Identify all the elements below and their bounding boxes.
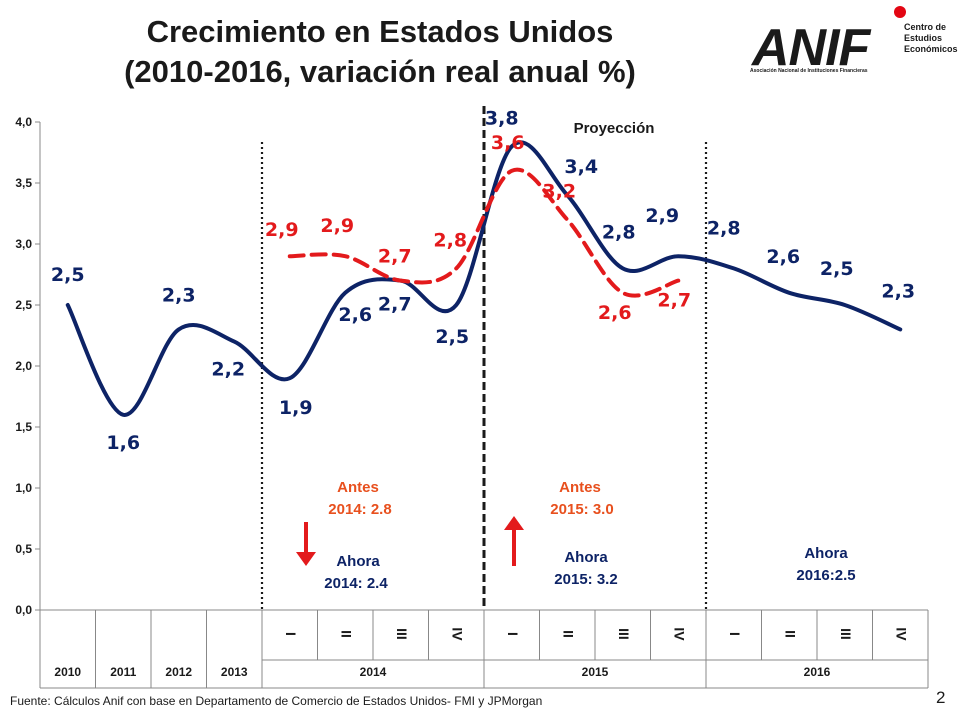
now-2016-title: Ahora — [804, 545, 848, 562]
data-label-now: 2,6 — [766, 246, 800, 268]
data-label-before: 2,9 — [320, 215, 354, 237]
data-label-now: 2,7 — [378, 294, 412, 316]
y-tick-label: 1,5 — [15, 420, 32, 434]
y-tick-label: 2,0 — [15, 359, 32, 373]
year-label: 2010 — [54, 665, 81, 679]
logo-red-dot — [894, 6, 906, 18]
data-label-now: 2,9 — [645, 205, 679, 227]
quarter-label: III — [616, 628, 632, 640]
data-label-now: 3,4 — [564, 156, 598, 178]
now-2015-value: 2015: 3.2 — [554, 571, 617, 588]
now-2015-title: Ahora — [564, 549, 608, 566]
year-label: 2012 — [165, 665, 192, 679]
data-label-now: 2,3 — [162, 284, 196, 306]
quarter-label: III — [838, 628, 854, 640]
now-2016-value: 2016:2.5 — [796, 567, 855, 584]
logo-side-line3: Económicos — [904, 44, 958, 54]
y-tick-label: 3,0 — [15, 237, 32, 251]
quarter-label: II — [783, 630, 799, 638]
projection-label: Proyección — [574, 120, 655, 137]
logo-brand: ANIF — [752, 19, 870, 77]
y-tick-label: 1,0 — [15, 481, 32, 495]
chart-title-line1: Crecimiento en Estados Unidos — [146, 14, 614, 49]
quarter-label: II — [561, 630, 577, 638]
quarter-label: I — [505, 632, 521, 636]
logo-side-line2: Estudios — [904, 33, 943, 43]
quarter-label: III — [394, 628, 410, 640]
data-label-now: 2,6 — [338, 304, 372, 326]
data-label-before: 3,2 — [542, 181, 576, 203]
series-line-now — [65, 140, 903, 417]
quarter-label: I — [283, 632, 299, 636]
up-arrow-head — [504, 516, 524, 530]
y-tick-label: 2,5 — [15, 298, 32, 312]
data-label-now: 2,8 — [602, 221, 636, 243]
y-tick-label: 4,0 — [15, 115, 32, 129]
quarter-label: II — [339, 630, 355, 638]
data-label-now: 2,5 — [51, 264, 85, 286]
year-label: 2015 — [582, 665, 609, 679]
logo-side-text: Centro de Estudios Económicos — [904, 22, 960, 55]
down-arrow-head — [296, 552, 316, 566]
year-label: 2011 — [110, 665, 136, 679]
year-label: 2013 — [221, 665, 248, 679]
series-line-before — [287, 167, 681, 298]
before-2014-title: Antes — [337, 479, 379, 496]
data-label-before: 2,9 — [265, 219, 299, 241]
y-tick-label: 0,5 — [15, 542, 32, 556]
data-label-now: 2,3 — [881, 280, 915, 302]
data-label-now: 2,8 — [707, 217, 741, 239]
data-label-now: 1,9 — [279, 397, 313, 419]
growth-chart: 0,0 0,5 1,0 1,5 2,0 2,5 3,0 3,5 4,0 2010 2011 2012 2… — [15, 106, 929, 689]
data-label-before: 2,8 — [433, 229, 467, 251]
data-label-before: 2,6 — [598, 302, 632, 324]
data-label-now: 2,5 — [435, 326, 469, 348]
quarter-label: I — [727, 632, 743, 636]
page-number: 2 — [936, 688, 946, 707]
before-2015-title: Antes — [559, 479, 601, 496]
year-label: 2014 — [360, 665, 387, 679]
chart-title-line2: (2010-2016, variación real anual %) — [124, 54, 636, 89]
now-2014-title: Ahora — [336, 553, 380, 570]
year-label: 2016 — [804, 665, 831, 679]
y-tick-label: 0,0 — [15, 603, 32, 617]
anif-logo: ANIF Centro de Estudios Económicos Asoci… — [748, 6, 958, 78]
chart-title: Crecimiento en Estados Unidos (2010-2016… — [30, 12, 730, 92]
now-2014-value: 2014: 2.4 — [324, 575, 388, 592]
logo-side-line1: Centro de — [904, 22, 947, 32]
before-2014-value: 2014: 2.8 — [328, 501, 391, 518]
data-label-now: 2,5 — [820, 258, 854, 280]
quarter-label: IV — [894, 627, 910, 641]
quarter-label: IV — [672, 627, 688, 641]
y-tick-label: 3,5 — [15, 176, 32, 190]
footer-source: Fuente: Cálculos Anif con base en Depart… — [10, 694, 543, 708]
data-label-before: 3,6 — [491, 132, 525, 154]
data-label-before: 2,7 — [657, 290, 691, 312]
data-label-now: 1,6 — [106, 432, 140, 454]
before-2015-value: 2015: 3.0 — [550, 501, 613, 518]
data-label-now: 3,8 — [485, 107, 519, 129]
data-label-now: 2,2 — [211, 359, 245, 381]
data-label-before: 2,7 — [378, 246, 412, 268]
logo-subtitle: Asociación Nacional de Instituciones Fin… — [750, 68, 868, 74]
quarter-label: IV — [450, 627, 466, 641]
